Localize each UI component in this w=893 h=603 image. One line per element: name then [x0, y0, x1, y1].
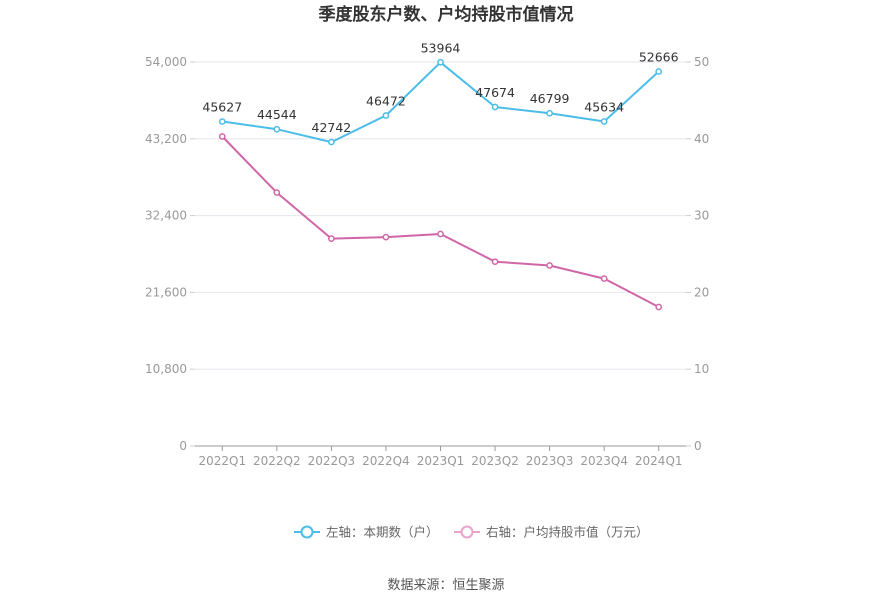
x-axis-tick-label: 2024Q1	[635, 454, 683, 468]
left-axis-tick-label: 32,400	[145, 209, 187, 223]
source-note: 数据来源：恒生聚源	[387, 578, 504, 593]
x-axis-tick-label: 2023Q1	[417, 454, 465, 468]
series-1-point	[273, 125, 281, 133]
series-2-point	[437, 230, 444, 238]
legend-swatch-marker	[460, 525, 474, 539]
legend: 左轴：本期数（户） 右轴：户均持股市值（万元）	[294, 525, 649, 540]
series-2-point	[600, 275, 608, 282]
series-2-point	[655, 303, 663, 311]
series-1-point	[218, 118, 226, 125]
series-line-2	[221, 135, 660, 308]
series-2-point	[218, 133, 226, 140]
data-label: 47674	[475, 85, 515, 100]
x-axis-tick-label: 2022Q2	[253, 454, 301, 468]
series-1-point	[437, 58, 444, 66]
data-labels: 45627 44544 42742 46472 53964 47674 46799 45634…	[202, 40, 678, 135]
series-2-point	[382, 233, 390, 241]
right-axis-tick-label: 40	[694, 132, 709, 146]
series-1-point	[600, 118, 608, 125]
x-axis-tick-label: 2022Q1	[198, 454, 246, 468]
series-1-point	[328, 138, 335, 146]
series-1-point	[491, 103, 499, 111]
left-axis-tick-label: 10,800	[145, 362, 187, 376]
legend-swatch-marker	[300, 525, 314, 539]
x-axis-tick-label: 2023Q3	[526, 454, 574, 468]
series-2-point	[273, 189, 281, 196]
left-axis-tick-label: 0	[179, 439, 187, 453]
right-axis-tick-label: 20	[694, 285, 709, 299]
series-2-point	[491, 258, 499, 266]
data-label: 44544	[257, 107, 297, 122]
axes: 0 10,800 21,600 32,400 43,200 54,000 0 10 20 30 40…	[145, 55, 709, 468]
data-label: 42742	[312, 120, 352, 135]
right-axis-tick-label: 10	[694, 362, 709, 376]
series-1-point	[655, 68, 663, 75]
x-axis-tick-label: 2023Q2	[471, 454, 519, 468]
series-1-point	[546, 109, 553, 117]
right-axis-tick-label: 30	[694, 209, 709, 223]
x-axis-tick-label: 2023Q4	[580, 454, 628, 468]
data-label: 52666	[639, 49, 679, 64]
data-label: 46472	[366, 94, 406, 109]
left-axis-tick-label: 43,200	[145, 132, 187, 146]
x-axis-tick-label: 2022Q4	[362, 454, 410, 468]
series-2-point	[328, 235, 335, 242]
data-label: 53964	[421, 40, 461, 55]
left-axis-tick-label: 54,000	[145, 55, 187, 69]
data-label: 45627	[202, 100, 242, 115]
data-label: 46799	[530, 91, 570, 106]
legend-label: 右轴：户均持股市值（万元）	[486, 525, 649, 540]
right-axis-tick-label: 0	[694, 439, 702, 453]
series-layer	[218, 58, 663, 311]
series-2-point	[546, 262, 553, 269]
left-axis-tick-label: 21,600	[145, 285, 187, 299]
legend-label: 左轴：本期数（户）	[326, 525, 439, 540]
data-label: 45634	[584, 99, 624, 114]
chart-title: 季度股东户数、户均持股市值情况	[319, 4, 574, 25]
series-1-point	[382, 112, 390, 119]
x-axis-tick-label: 2022Q3	[308, 454, 356, 468]
right-axis-tick-label: 50	[694, 55, 709, 69]
